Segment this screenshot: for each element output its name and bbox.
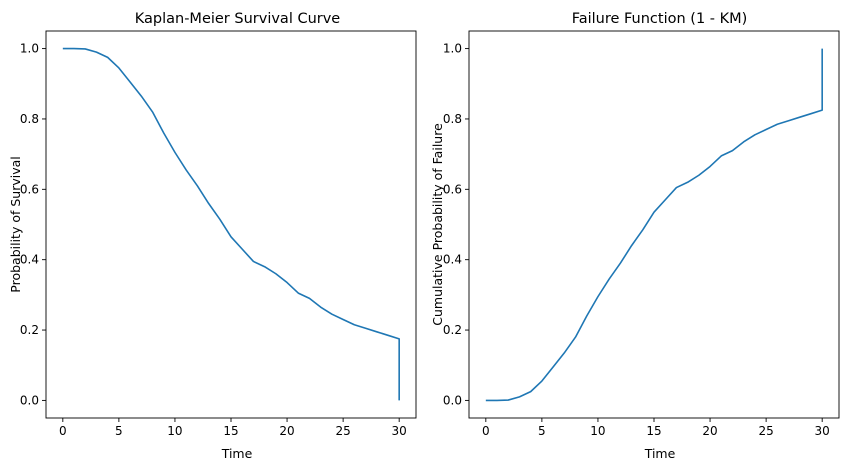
x-tick-label: 30 (815, 424, 830, 438)
x-tick-label: 0 (59, 424, 67, 438)
y-tick-label: 0.8 (20, 112, 39, 126)
failure-curve-line (485, 48, 823, 402)
y-tick-label: 0.2 (20, 323, 39, 337)
x-tick-label: 5 (538, 424, 546, 438)
x-tick-label: 15 (223, 424, 238, 438)
y-tick-label: 0.6 (20, 182, 39, 196)
x-tick-label: 25 (335, 424, 350, 438)
x-tick-label: 20 (279, 424, 294, 438)
y-tick-label: 0.4 (20, 253, 39, 267)
axis-ticks: 0 5 10 15 20 25 30 0.0 0.2 0.4 0.6 0.8 1.0 (443, 42, 830, 438)
y-tick-label: 0.2 (443, 323, 462, 337)
y-tick-label: 1.0 (443, 42, 462, 56)
x-tick-label: 10 (167, 424, 182, 438)
failure-function-panel: Failure Function (1 - KM) 0 5 10 15 20 25 30 0.… (430, 11, 840, 461)
x-tick-label: 30 (392, 424, 407, 438)
x-tick-label: 20 (702, 424, 717, 438)
axis-ticks: 0 5 10 15 20 25 30 0.0 0.2 0.4 0.6 0.8 1.0 (20, 42, 407, 438)
plot-area-frame (45, 30, 417, 419)
x-axis-label: Time (644, 446, 676, 461)
y-tick-label: 0.0 (20, 393, 39, 407)
x-axis-label: Time (221, 446, 253, 461)
y-tick-label: 0.4 (443, 253, 462, 267)
x-tick-label: 25 (758, 424, 773, 438)
y-tick-label: 0.0 (443, 393, 462, 407)
chart-title: Kaplan-Meier Survival Curve (135, 11, 341, 27)
chart-title: Failure Function (1 - KM) (572, 11, 748, 27)
y-axis-label: Cumulative Probability of Failure (430, 123, 445, 326)
x-tick-label: 15 (646, 424, 661, 438)
y-tick-label: 1.0 (20, 42, 39, 56)
y-axis-label: Probability of Survival (8, 156, 23, 292)
x-tick-label: 10 (590, 424, 605, 438)
y-tick-label: 0.8 (443, 112, 462, 126)
y-tick-label: 0.6 (443, 182, 462, 196)
plot-area-frame (468, 30, 840, 419)
x-tick-label: 0 (482, 424, 490, 438)
x-tick-label: 5 (115, 424, 123, 438)
survival-curve-line (62, 47, 400, 401)
km-survival-panel: Kaplan-Meier Survival Curve 0 5 10 15 20 25 30… (8, 11, 417, 461)
